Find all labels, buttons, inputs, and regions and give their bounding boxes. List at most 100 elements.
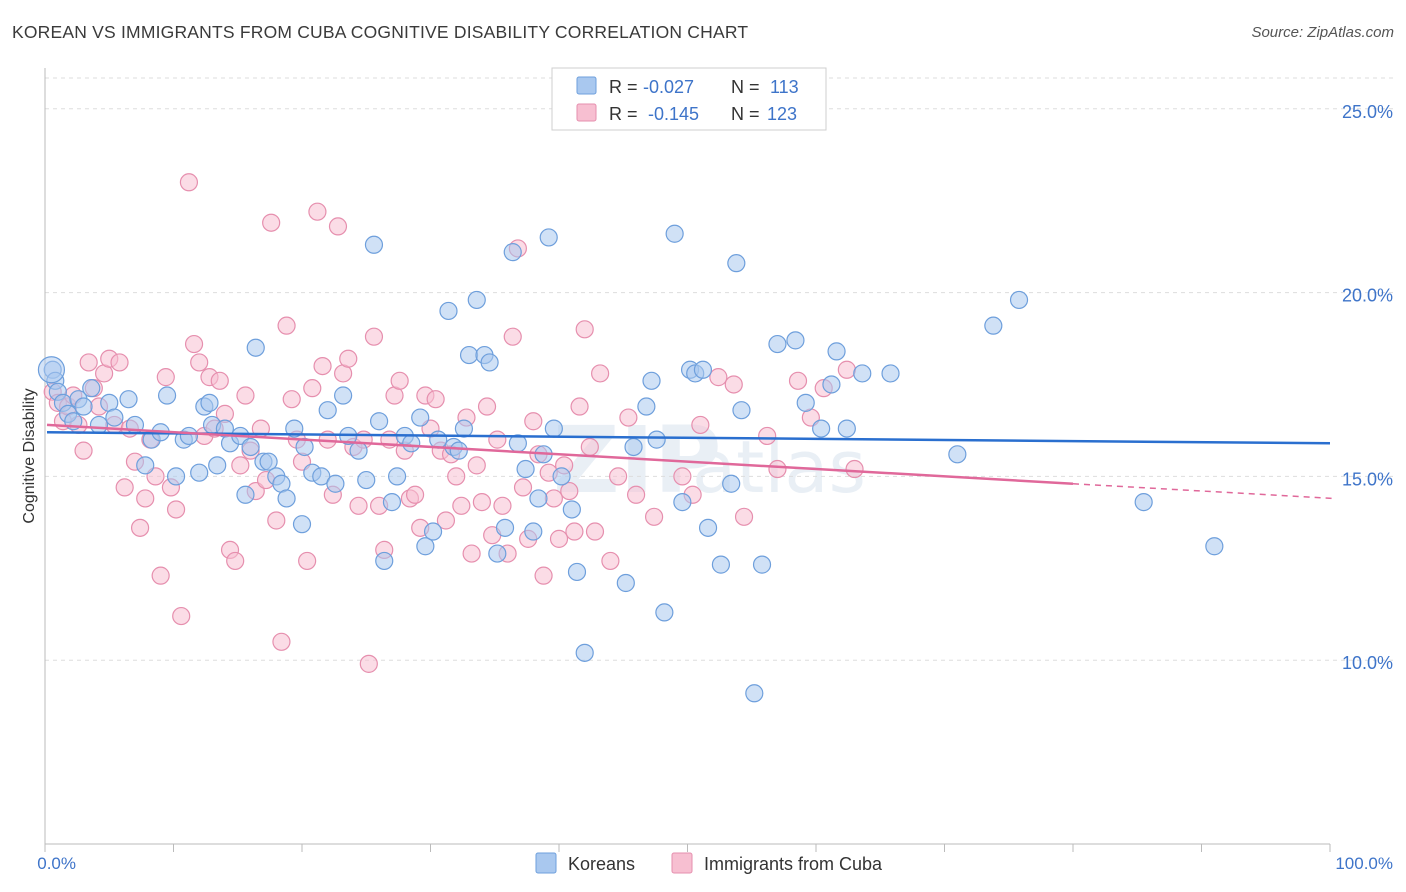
korean-point	[334, 386, 353, 405]
korean-point	[665, 224, 684, 243]
cuba-point	[549, 529, 569, 548]
korean-point	[822, 375, 841, 394]
cuba-point	[560, 481, 579, 501]
cuba-point	[184, 334, 204, 354]
cuba-point	[262, 213, 281, 232]
cuba-point	[166, 500, 186, 519]
korean-point	[768, 334, 787, 354]
cuba-point	[328, 217, 348, 236]
korean-point	[105, 408, 124, 427]
cuba-point	[179, 173, 199, 192]
cuba-point	[768, 459, 787, 479]
cuba-point	[472, 493, 491, 512]
cuba-point	[691, 415, 710, 435]
korean-point-cluster	[37, 356, 66, 384]
korean-point	[375, 551, 394, 571]
cuba-point	[447, 467, 466, 486]
cuba-point	[210, 371, 229, 390]
cuba-trend-line	[46, 423, 1074, 485]
korean-point	[655, 603, 674, 622]
korean-point	[236, 485, 255, 504]
cuba-point	[644, 507, 664, 526]
cuba-point	[190, 353, 209, 372]
cuba-point	[493, 496, 512, 515]
korean-point	[1009, 290, 1029, 310]
korean-point	[752, 555, 772, 574]
cuba-point	[524, 412, 543, 431]
cuba-point	[462, 544, 481, 563]
korean-point	[459, 345, 479, 365]
korean-point	[259, 452, 278, 471]
cuba-point	[575, 320, 594, 339]
cuba-point	[313, 356, 332, 376]
cuba-point	[272, 632, 291, 651]
x-tick-label-max: 100.0%	[1335, 854, 1393, 873]
korean-point	[416, 537, 435, 556]
cuba-point	[349, 496, 368, 515]
bottom-legend: Koreans Immigrants from Cuba	[535, 852, 883, 874]
cuba-point	[845, 459, 864, 479]
korean-point	[370, 412, 389, 431]
korean-point	[467, 290, 486, 310]
legend-label-cuba: Immigrants from Cuba	[704, 854, 883, 874]
cuba-point	[359, 654, 378, 673]
stats-legend-swatch-cuba	[576, 103, 597, 122]
cuba-point	[282, 390, 301, 409]
cuba-point	[570, 397, 589, 416]
cuba-point	[156, 368, 175, 387]
korean-point	[166, 467, 186, 486]
cuba-point	[758, 426, 777, 446]
korean-point	[693, 360, 713, 379]
stats-r-label-cuba: R =	[609, 104, 638, 124]
korean-point	[827, 342, 846, 361]
korean-point	[277, 489, 296, 508]
cuba-trend-extension	[1072, 482, 1334, 500]
korean-point	[837, 419, 856, 438]
korean-point	[647, 430, 666, 449]
stats-n-value-cuba: 123	[767, 104, 797, 124]
korean-point	[454, 419, 474, 438]
cuba-point	[308, 202, 327, 221]
trend-lines	[46, 423, 1334, 500]
korean-point	[948, 445, 967, 464]
cuba-point	[226, 551, 245, 571]
korean-point	[529, 489, 548, 508]
y-tick-label: 10.0%	[1342, 653, 1393, 673]
korean-point	[853, 364, 872, 383]
cuba-point	[544, 489, 563, 508]
cuba-point	[231, 456, 250, 475]
axes	[44, 68, 1331, 852]
x-tick-label-min: 0.0%	[37, 854, 76, 873]
korean-point	[119, 390, 138, 409]
korean-point	[552, 467, 571, 486]
korean-point	[429, 430, 448, 449]
cuba-point	[534, 566, 553, 585]
korean-point	[312, 467, 331, 486]
y-tick-label: 25.0%	[1342, 102, 1393, 122]
cuba-point	[267, 511, 286, 530]
cuba-point	[591, 364, 610, 383]
korean-point	[357, 470, 376, 490]
korean-point	[796, 393, 815, 412]
korean-point	[727, 254, 746, 273]
cuba-point	[601, 551, 620, 571]
korean-point	[562, 500, 581, 519]
korean-point	[544, 419, 563, 438]
korean-point	[364, 235, 384, 254]
korean-point	[524, 522, 543, 541]
korean-point	[387, 467, 407, 486]
cuba-point	[673, 467, 692, 486]
y-tick-labels: 10.0% 15.0% 20.0% 25.0%	[1342, 102, 1393, 673]
korean-point	[74, 397, 93, 416]
cuba-point	[734, 507, 754, 526]
cuba-point	[452, 496, 471, 515]
cuba-point	[580, 437, 599, 457]
cuba-point	[585, 522, 605, 541]
korean-point	[516, 459, 535, 479]
cuba-point	[390, 371, 409, 390]
series-korean-points	[37, 224, 1224, 703]
korean-point	[82, 379, 101, 398]
korean-point	[567, 562, 587, 582]
cuba-point	[788, 371, 808, 390]
